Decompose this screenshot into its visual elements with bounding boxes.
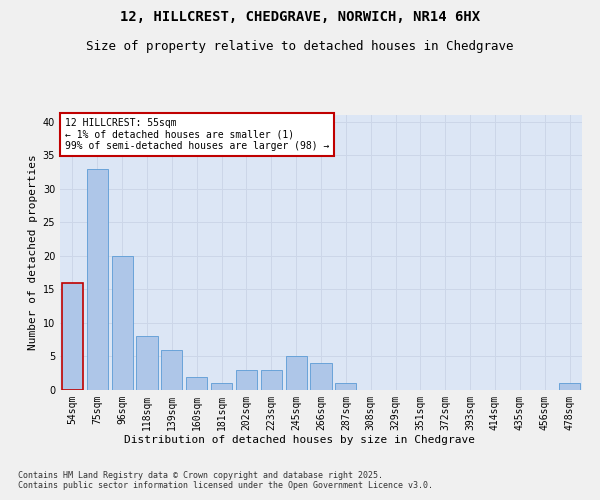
Bar bbox=[136, 336, 158, 390]
Bar bbox=[211, 384, 232, 390]
Bar bbox=[261, 370, 282, 390]
Bar bbox=[186, 376, 207, 390]
Bar bbox=[62, 282, 83, 390]
Text: 12, HILLCREST, CHEDGRAVE, NORWICH, NR14 6HX: 12, HILLCREST, CHEDGRAVE, NORWICH, NR14 … bbox=[120, 10, 480, 24]
Bar bbox=[335, 384, 356, 390]
Y-axis label: Number of detached properties: Number of detached properties bbox=[28, 154, 38, 350]
Text: 12 HILLCREST: 55sqm
← 1% of detached houses are smaller (1)
99% of semi-detached: 12 HILLCREST: 55sqm ← 1% of detached hou… bbox=[65, 118, 329, 151]
Bar bbox=[559, 384, 580, 390]
Bar bbox=[286, 356, 307, 390]
Text: Distribution of detached houses by size in Chedgrave: Distribution of detached houses by size … bbox=[125, 435, 476, 445]
Text: Contains HM Land Registry data © Crown copyright and database right 2025.
Contai: Contains HM Land Registry data © Crown c… bbox=[18, 470, 433, 490]
Text: Size of property relative to detached houses in Chedgrave: Size of property relative to detached ho… bbox=[86, 40, 514, 53]
Bar bbox=[236, 370, 257, 390]
Bar bbox=[87, 168, 108, 390]
Bar bbox=[161, 350, 182, 390]
Bar bbox=[310, 363, 332, 390]
Bar bbox=[112, 256, 133, 390]
